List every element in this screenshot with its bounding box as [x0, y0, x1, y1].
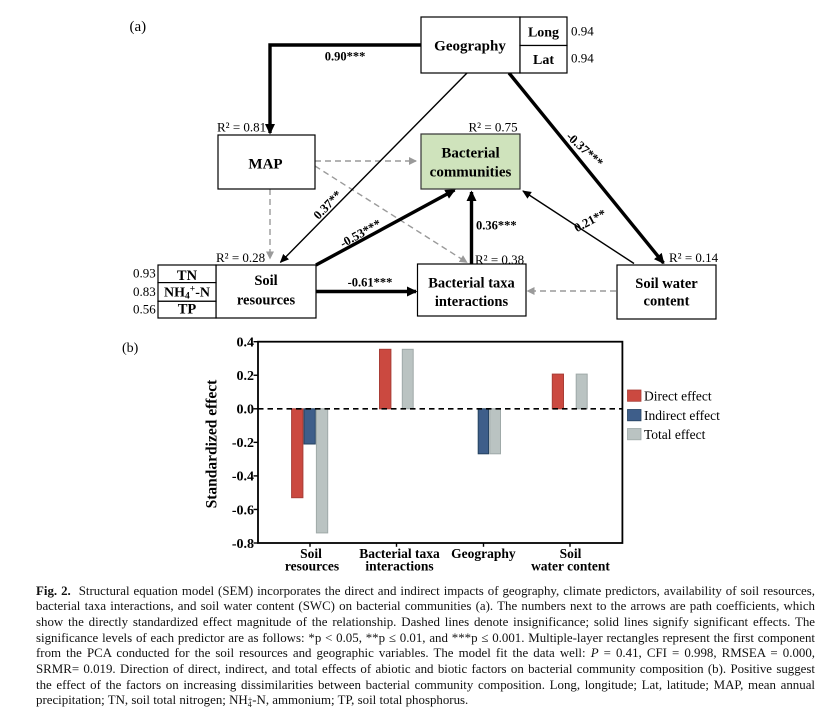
svg-text:Bacterial taxa: Bacterial taxa	[359, 546, 440, 561]
svg-text:0.56: 0.56	[133, 302, 156, 317]
svg-text:Indirect effect: Indirect effect	[644, 408, 720, 423]
svg-text:0.94: 0.94	[571, 24, 594, 39]
svg-text:Bacterial taxa: Bacterial taxa	[428, 276, 515, 292]
svg-text:Standardized effect: Standardized effect	[204, 379, 221, 509]
svg-text:0.4: 0.4	[237, 336, 255, 351]
svg-text:0.90***: 0.90***	[325, 50, 366, 64]
svg-text:Bacterial: Bacterial	[441, 146, 499, 162]
svg-text:-0.8: -0.8	[232, 537, 254, 552]
svg-text:0.0: 0.0	[237, 403, 255, 418]
svg-text:-0.61***: -0.61***	[348, 276, 393, 290]
svg-text:NH4+-N: NH4+-N	[164, 284, 210, 301]
svg-text:0.83: 0.83	[133, 284, 156, 299]
svg-text:Total effect: Total effect	[644, 427, 706, 442]
svg-text:TN: TN	[177, 268, 198, 284]
svg-text:0.2: 0.2	[237, 369, 255, 384]
svg-text:interactions: interactions	[365, 559, 433, 574]
svg-text:(b): (b)	[122, 341, 139, 356]
svg-text:R² = 0.81: R² = 0.81	[217, 120, 266, 135]
svg-text:0.37**: 0.37**	[311, 188, 345, 222]
svg-text:R² = 0.14: R² = 0.14	[669, 250, 719, 265]
svg-text:water content: water content	[531, 559, 610, 574]
svg-text:content: content	[644, 294, 690, 310]
svg-text:Soil: Soil	[560, 546, 582, 561]
svg-text:Soil water: Soil water	[635, 276, 698, 292]
svg-text:-0.6: -0.6	[232, 503, 254, 518]
svg-text:(a): (a)	[130, 19, 147, 35]
svg-text:MAP: MAP	[248, 157, 282, 173]
svg-text:communities: communities	[430, 165, 512, 181]
svg-text:-0.4: -0.4	[232, 470, 254, 485]
svg-text:Soil: Soil	[300, 546, 322, 561]
svg-text:TP: TP	[178, 302, 197, 318]
svg-text:-0.2: -0.2	[232, 436, 254, 451]
svg-text:Lat: Lat	[533, 53, 554, 68]
svg-text:0.93: 0.93	[133, 266, 156, 281]
svg-text:Long: Long	[528, 26, 559, 41]
svg-text:Direct effect: Direct effect	[644, 389, 712, 404]
svg-text:resources: resources	[237, 293, 296, 309]
svg-text:Geography: Geography	[451, 546, 516, 561]
svg-text:R² = 0.75: R² = 0.75	[469, 120, 518, 135]
svg-text:Geography: Geography	[434, 39, 506, 55]
svg-text:0.36***: 0.36***	[476, 219, 517, 233]
svg-text:resources: resources	[285, 559, 339, 574]
svg-text:Soil: Soil	[254, 273, 277, 289]
svg-text:R² = 0.28: R² = 0.28	[216, 250, 265, 265]
svg-text:0.94: 0.94	[571, 51, 594, 66]
svg-text:R² = 0.38: R² = 0.38	[475, 252, 524, 267]
svg-text:interactions: interactions	[435, 294, 509, 310]
svg-text:0.21**: 0.21**	[572, 207, 609, 235]
